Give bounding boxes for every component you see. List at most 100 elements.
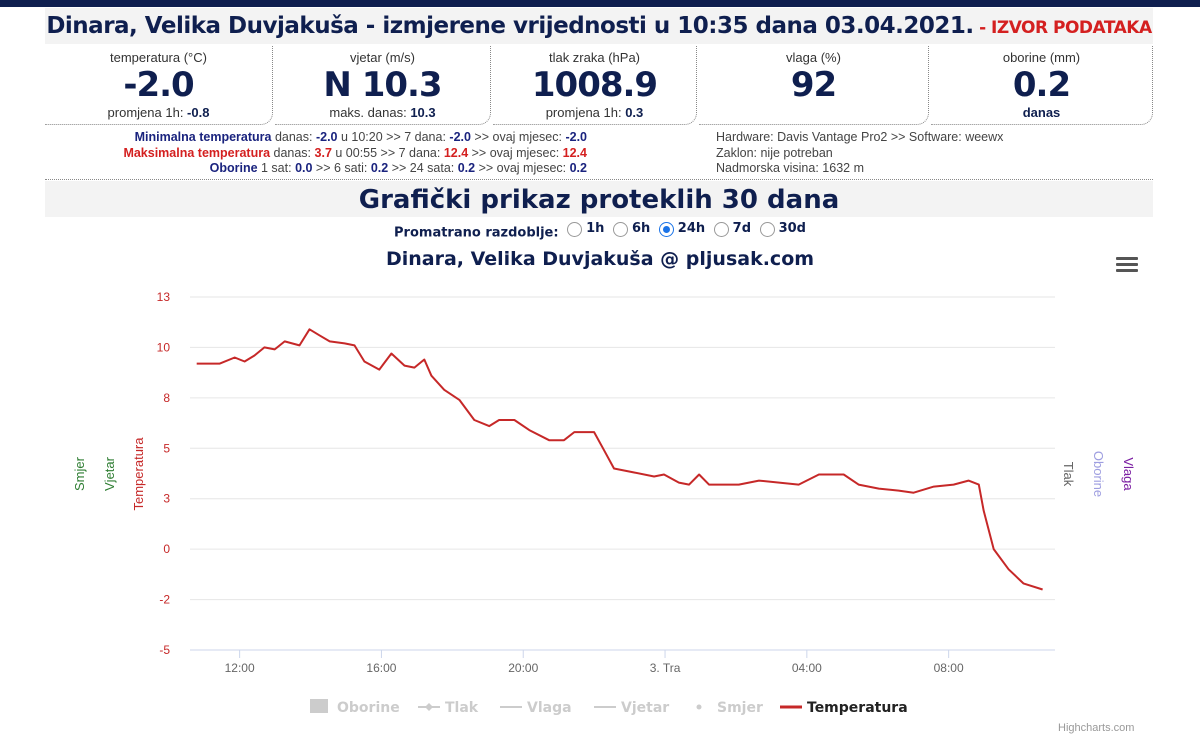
- row-value: 0.2: [457, 161, 476, 175]
- row-value: -2.0: [315, 130, 338, 144]
- left-axis-title: Smjer: [72, 456, 87, 491]
- legend-item-vjetar[interactable]: Vjetar: [621, 700, 669, 716]
- hardware-info: Hardware: Davis Vantage Pro2 >> Software…: [716, 130, 1003, 177]
- y-tick-label: 5: [163, 441, 170, 455]
- row-value: 12.4: [443, 145, 469, 160]
- radio[interactable]: [612, 221, 628, 237]
- x-tick-label: 12:00: [225, 661, 255, 675]
- box-value: -2.0: [123, 65, 194, 105]
- box-sub-value: -0.8: [187, 105, 210, 120]
- row-text: u 00:55 >> 7 dana:: [331, 145, 444, 160]
- legend-symbol-smjer: [696, 704, 702, 710]
- option-label: 30d: [778, 221, 806, 236]
- row-value: 0.0: [295, 161, 313, 175]
- top-bar: [0, 0, 1200, 7]
- stats-panel: Minimalna temperatura danas: -2.0 u 10:2…: [45, 130, 605, 177]
- left-axis-title: Vjetar: [102, 456, 117, 491]
- box-label: vjetar (m/s): [350, 50, 415, 65]
- shelter-line: Zaklon: nije potreban: [716, 145, 833, 160]
- row-label: Maksimalna temperatura: [123, 145, 271, 160]
- radio[interactable]: [713, 221, 729, 237]
- page-title: Dinara, Velika Duvjakuša - izmjerene vri…: [45, 8, 1153, 44]
- legend-item-temperatura[interactable]: Temperatura: [807, 700, 908, 716]
- row-text: >> 24 sata:: [388, 161, 458, 175]
- row-text: danas:: [270, 145, 315, 160]
- box-value: N 10.3: [323, 65, 442, 105]
- period-selector: Promatrano razdoblje: 1h 6h 24h 7d 30d: [0, 220, 1200, 243]
- box-label: temperatura (°C): [110, 50, 207, 65]
- row-text: >> 6 sati:: [312, 161, 371, 175]
- period-option-24h[interactable]: 24h: [658, 220, 706, 238]
- option-label: 24h: [677, 221, 706, 236]
- y-tick-label: 0: [163, 542, 170, 556]
- x-tick-label: 16:00: [366, 661, 396, 675]
- pressure-box: tlak zraka (hPa) 1008.9 promjena 1h: 0.3: [493, 46, 697, 125]
- min-temp-row: Minimalna temperatura danas: -2.0 u 10:2…: [45, 130, 605, 146]
- y-tick-label: 3: [163, 492, 170, 506]
- section-title: Grafički prikaz proteklih 30 dana: [45, 181, 1153, 217]
- box-label: oborine (mm): [1002, 50, 1081, 65]
- y-tick-label: -5: [159, 643, 170, 657]
- radio-selected[interactable]: [658, 221, 674, 237]
- period-option-6h[interactable]: 6h: [612, 220, 651, 238]
- legend-item-smjer[interactable]: Smjer: [717, 700, 763, 716]
- data-source-link[interactable]: - IZVOR PODATAKA: [973, 18, 1152, 38]
- wind-box: vjetar (m/s) N 10.3 maks. danas: 10.3: [275, 46, 491, 125]
- period-option-30d[interactable]: 30d: [759, 220, 806, 238]
- rain-box: oborine (mm) 0.2 danas: [931, 46, 1153, 125]
- row-text: >> ovaj mjesec:: [468, 145, 563, 160]
- row-text: 1 sat:: [257, 161, 296, 175]
- x-tick-label: 04:00: [792, 661, 822, 675]
- y-tick-label: 10: [157, 340, 171, 354]
- y-tick-label: -2: [159, 593, 170, 607]
- box-sub-value: danas: [1022, 105, 1061, 120]
- max-temp-row: Maksimalna temperatura danas: 3.7 u 00:5…: [45, 146, 605, 162]
- measured-time: - izmjerene vrijednosti u 10:35 dana 03.…: [358, 13, 974, 39]
- hamburger-menu-icon[interactable]: [1116, 257, 1138, 273]
- row-value: 0.2: [370, 161, 389, 175]
- period-option-7d[interactable]: 7d: [713, 220, 752, 238]
- row-value: -2.0: [565, 130, 587, 144]
- y-tick-label: 13: [157, 290, 171, 304]
- chart-title: Dinara, Velika Duvjakuša @ pljusak.com: [385, 248, 815, 270]
- legend-item-oborine[interactable]: Oborine: [337, 700, 400, 716]
- row-value: 0.2: [569, 161, 587, 175]
- radio[interactable]: [567, 221, 583, 237]
- y-tick-label: 8: [163, 391, 170, 405]
- box-sub-value: 10.3: [410, 105, 436, 120]
- x-tick-label: 08:00: [934, 661, 964, 675]
- row-text: danas:: [271, 130, 316, 144]
- option-label: 1h: [586, 221, 605, 236]
- highcharts-credits[interactable]: Highcharts.com: [1058, 722, 1135, 734]
- box-sub-value: 0.3: [625, 105, 644, 120]
- right-axis-title: Oborine: [1091, 451, 1106, 497]
- row-text: >> ovaj mjesec:: [470, 130, 566, 144]
- humidity-box: vlaga (%) 92: [699, 46, 929, 125]
- divider: [45, 179, 1153, 180]
- row-value: 3.7: [314, 145, 332, 160]
- row-value: -2.0: [449, 130, 471, 144]
- box-label: vlaga (%): [786, 50, 841, 65]
- row-label: Oborine: [209, 161, 258, 175]
- altitude-line: Nadmorska visina: 1632 m: [716, 161, 864, 175]
- rain-row: Oborine 1 sat: 0.0 >> 6 sati: 0.2 >> 24 …: [45, 161, 605, 177]
- box-value: 92: [790, 65, 837, 105]
- x-tick-label: 3. Tra: [650, 661, 681, 675]
- row-label: Minimalna temperatura: [134, 130, 272, 144]
- left-axis-title: Temperatura: [131, 437, 146, 511]
- period-option-1h[interactable]: 1h: [567, 220, 604, 238]
- option-label: 6h: [631, 221, 651, 236]
- legend-item-tlak[interactable]: Tlak: [445, 700, 479, 716]
- hardware-line: Hardware: Davis Vantage Pro2 >> Software…: [716, 130, 1004, 144]
- right-axis-title: Tlak: [1061, 462, 1076, 487]
- legend-item-vlaga[interactable]: Vlaga: [527, 700, 572, 716]
- box-sub-label: promjena 1h:: [107, 105, 188, 120]
- option-label: 7d: [732, 221, 752, 236]
- row-text: >> ovaj mjesec:: [475, 161, 570, 175]
- radio[interactable]: [759, 221, 775, 237]
- series-line-temperatura: [196, 328, 1043, 591]
- box-sub-label: promjena 1h:: [545, 105, 626, 120]
- legend-marker: [425, 703, 433, 711]
- box-sub-label: maks. danas:: [329, 105, 411, 120]
